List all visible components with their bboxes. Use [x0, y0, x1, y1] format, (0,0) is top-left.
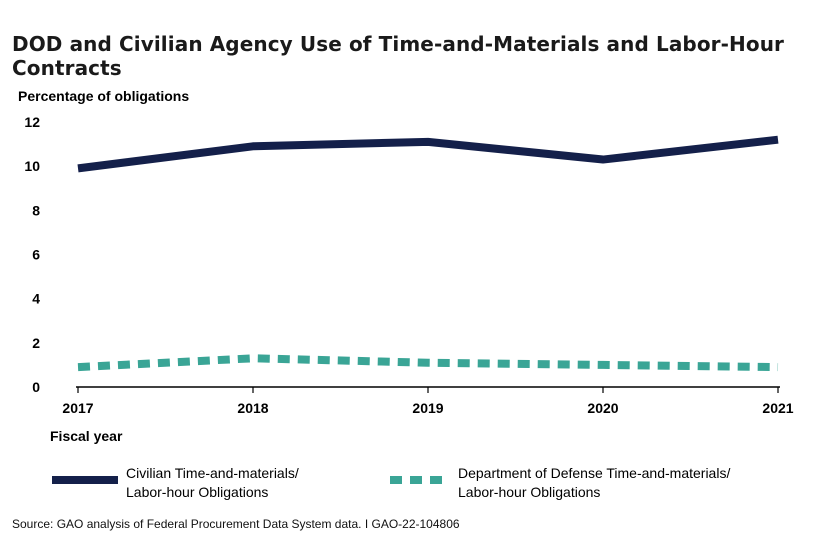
y-tick-label: 2	[32, 335, 40, 351]
legend-dod-line2: Labor-hour Obligations	[458, 484, 601, 500]
legend-civilian-line1: Civilian Time-and-materials/	[126, 465, 299, 481]
legend-label-dod: Department of Defense Time-and-materials…	[458, 464, 730, 502]
y-tick-label: 0	[32, 379, 40, 395]
y-tick-label: 8	[32, 202, 40, 218]
legend-dod-line1: Department of Defense Time-and-materials…	[458, 465, 731, 481]
series-lines	[77, 135, 779, 372]
y-tick-label: 6	[32, 247, 40, 263]
x-tick-label: 2020	[587, 400, 618, 416]
y-tick-label: 10	[24, 158, 40, 174]
x-axis-label: Fiscal year	[50, 428, 123, 444]
series-line-civilian	[77, 135, 779, 173]
x-tick-label: 2021	[762, 400, 793, 416]
chart-title: DOD and Civilian Agency Use of Time-and-…	[12, 32, 785, 80]
x-tick-label: 2019	[412, 400, 443, 416]
x-axis-ticks: 2017 2018 2019 2020 2021	[62, 387, 794, 416]
y-axis-label: Percentage of obligations	[18, 88, 190, 104]
source-note: Source: GAO analysis of Federal Procurem…	[12, 517, 460, 531]
legend-swatch-civilian	[52, 476, 118, 484]
line-chart: 0 2 4 6 8 10 12 2017 2018 2019 2020 2021	[24, 114, 794, 416]
legend-label-civilian: Civilian Time-and-materials/ Labor-hour …	[126, 464, 299, 502]
x-tick-label: 2017	[62, 400, 93, 416]
x-tick-label: 2018	[237, 400, 268, 416]
y-axis-ticks: 0 2 4 6 8 10 12	[24, 114, 40, 395]
y-tick-label: 4	[32, 291, 40, 307]
legend-swatch-dod	[390, 476, 450, 484]
legend-civilian-line2: Labor-hour Obligations	[126, 484, 269, 500]
y-tick-label: 12	[24, 114, 40, 130]
